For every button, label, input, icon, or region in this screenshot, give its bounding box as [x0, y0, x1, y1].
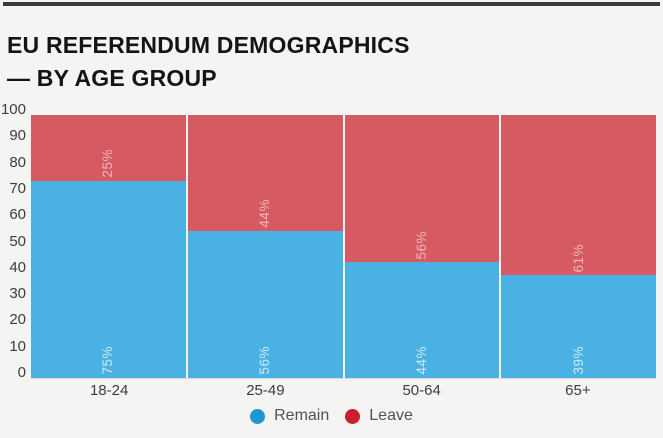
y-axis-tick-70: 70 [9, 179, 26, 197]
bar-value-label-remain-18-24: 75% [100, 346, 116, 375]
bar-segment-remain-50-64[interactable]: 44% [344, 262, 500, 378]
bar-segment-leave-18-24[interactable]: 25% [31, 115, 186, 181]
bar-value-label-leave-18-24: 25% [100, 149, 116, 178]
x-axis-label-18-24: 18-24 [89, 382, 129, 399]
chart-title: EU REFERENDUM DEMOGRAPHICS — BY AGE GROU… [7, 29, 410, 95]
y-axis-tick-100: 100 [0, 101, 26, 118]
y-axis-tick-30: 30 [9, 285, 26, 303]
y-axis: 0 10 20 30 40 50 60 70 80 90 100 [0, 102, 26, 381]
bar-column-50-64: 56% 44% [342, 115, 500, 378]
bar-value-label-remain-25-49: 56% [257, 346, 273, 375]
y-axis-tick-50: 50 [9, 232, 26, 250]
bar-value-label-leave-65: 61% [570, 243, 586, 273]
bar-segment-leave-65[interactable]: 61% [501, 115, 656, 276]
y-axis-tick-40: 40 [9, 258, 26, 276]
legend-item-remain[interactable]: Remain [250, 407, 329, 425]
bar-segment-remain-25-49[interactable]: 56% [187, 230, 343, 378]
bar-column-25-49: 44% 56% [185, 115, 343, 378]
legend-label-leave: Leave [369, 407, 413, 424]
chart-legend: Remain Leave [0, 407, 663, 425]
bar-column-65: 61% 39% [499, 115, 656, 378]
bar-segment-remain-18-24[interactable]: 75% [31, 180, 186, 378]
bar-value-label-remain-50-64: 44% [413, 346, 429, 375]
legend-dot-leave-icon [345, 408, 361, 424]
legend-dot-remain-icon [250, 408, 266, 424]
bar-value-label-leave-25-49: 44% [257, 199, 273, 228]
bar-value-label-leave-50-64: 56% [413, 230, 429, 260]
x-axis-label-50-64: 50-64 [402, 382, 441, 399]
x-axis-label-65: 65+ [565, 382, 591, 399]
bar-column-18-24: 25% 75% [31, 115, 186, 378]
y-axis-tick-80: 80 [9, 153, 26, 171]
legend-label-remain: Remain [274, 407, 330, 424]
bar-value-label-remain-65: 39% [570, 346, 586, 375]
stacked-bar-chart: 25% 75% 44% 56% 56% 44% 61% 39% [31, 115, 656, 379]
bar-segment-leave-50-64[interactable]: 56% [344, 115, 500, 263]
legend-item-leave[interactable]: Leave [345, 407, 413, 425]
x-axis: 18-24 25-49 50-64 65+ [31, 382, 656, 399]
x-axis-label-25-49: 25-49 [246, 382, 285, 399]
bar-segment-remain-65[interactable]: 39% [501, 275, 656, 378]
y-axis-tick-60: 60 [9, 206, 26, 224]
y-axis-tick-90: 90 [9, 127, 26, 145]
top-divider [3, 2, 660, 6]
y-axis-tick-10: 10 [9, 337, 26, 355]
chart-title-line2: — BY AGE GROUP [7, 65, 217, 91]
y-axis-tick-0: 0 [17, 364, 26, 381]
chart-title-line1: EU REFERENDUM DEMOGRAPHICS [7, 32, 410, 58]
bar-segment-leave-25-49[interactable]: 44% [187, 115, 343, 231]
y-axis-tick-20: 20 [9, 311, 26, 329]
